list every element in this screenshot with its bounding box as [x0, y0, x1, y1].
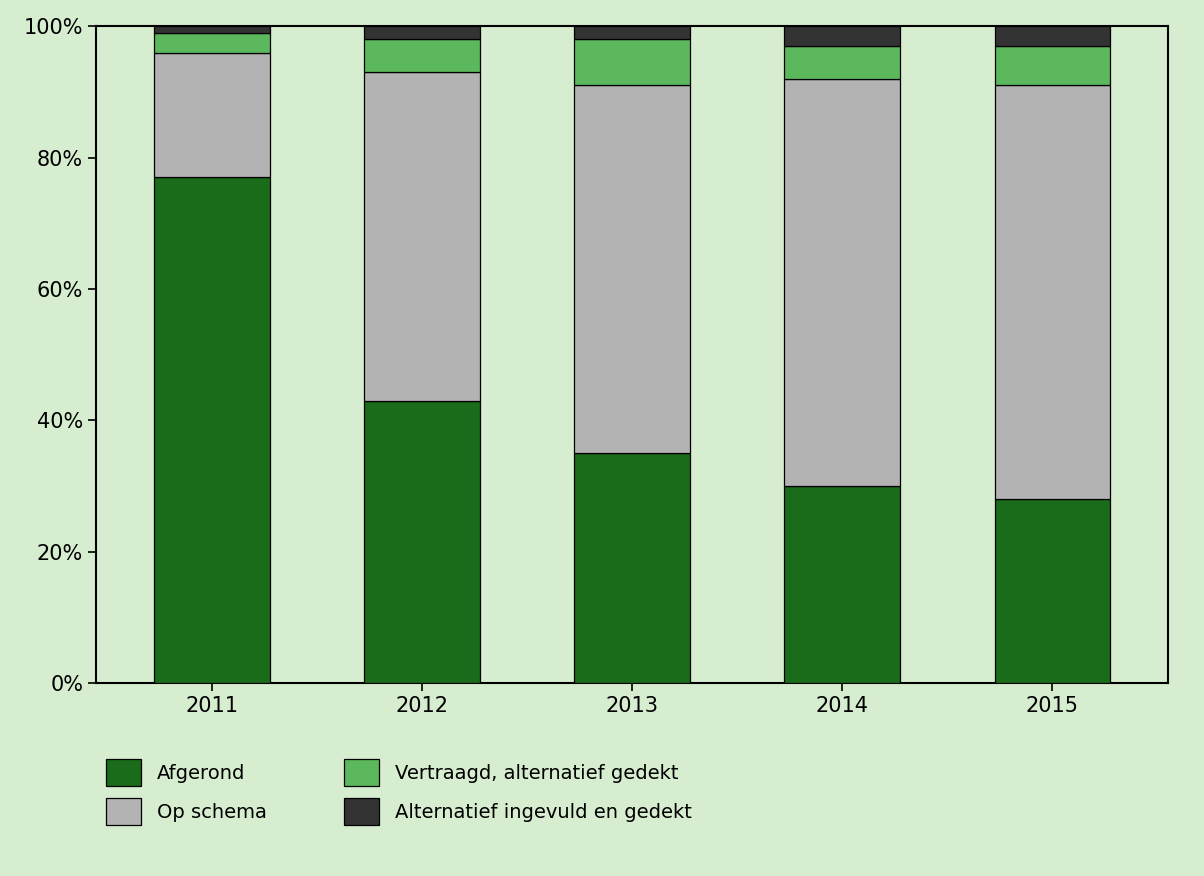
Bar	[995, 499, 1110, 683]
Bar	[365, 73, 479, 401]
Bar	[574, 454, 690, 683]
Bar	[785, 486, 901, 683]
Bar	[574, 86, 690, 454]
Bar	[154, 26, 270, 32]
Legend: Afgerond, Op schema, Vertraagd, alternatief gedekt, Alternatief ingevuld en gede: Afgerond, Op schema, Vertraagd, alternat…	[106, 759, 691, 825]
Bar	[365, 401, 479, 683]
Bar	[785, 26, 901, 46]
Bar	[785, 46, 901, 79]
Bar	[154, 177, 270, 683]
Bar	[154, 53, 270, 177]
Bar	[154, 32, 270, 53]
Bar	[365, 26, 479, 39]
Bar	[574, 26, 690, 39]
Bar	[995, 26, 1110, 46]
Bar	[365, 39, 479, 73]
Bar	[785, 79, 901, 486]
Bar	[574, 39, 690, 86]
Bar	[995, 46, 1110, 86]
Bar	[995, 86, 1110, 499]
